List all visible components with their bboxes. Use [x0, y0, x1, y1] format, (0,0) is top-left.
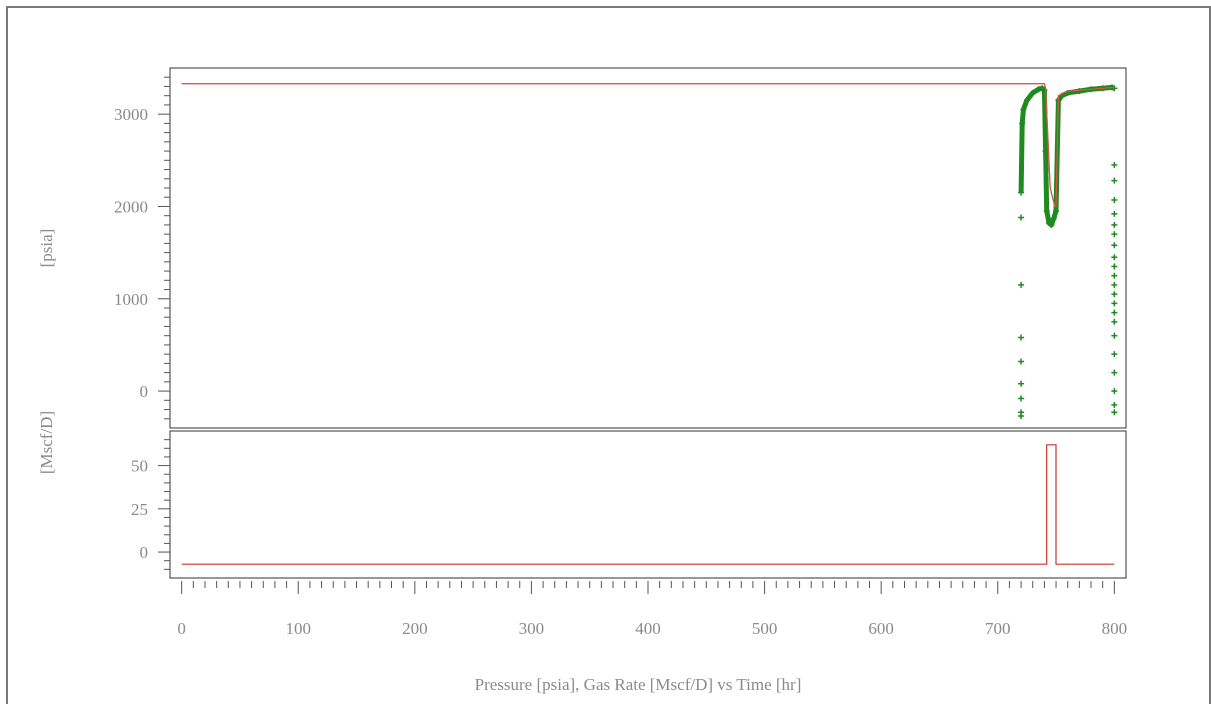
x-tick-label: 200 [402, 619, 428, 638]
panel-0-ytick-label: 3000 [114, 105, 148, 124]
panel-0-marker [1111, 272, 1118, 279]
panel-0-series-layer [181, 83, 1118, 419]
panel-0-marker [1111, 309, 1118, 316]
panel-1-border [169, 430, 1127, 579]
panel-1-ytick-label: 25 [131, 500, 148, 519]
x-tick-label: 500 [752, 619, 778, 638]
panel-1-series-layer [181, 444, 1115, 565]
x-tick-label: 100 [285, 619, 311, 638]
panel-0-marker [1018, 281, 1025, 288]
panel-0-marker [1018, 380, 1025, 387]
panel-0-marker [1111, 369, 1118, 376]
panel-0-marker [1111, 281, 1118, 288]
panel-0-marker [1111, 388, 1118, 395]
x-tick-label: 800 [1102, 619, 1128, 638]
panel-0-marker [1111, 221, 1118, 228]
panel-0-marker [1111, 197, 1118, 203]
panel-0-marker [1018, 214, 1025, 221]
panel-1-ylabel: [Mscf/D] [37, 411, 56, 474]
panel-0-ylabel: [psia] [37, 229, 56, 268]
panel-0-border [169, 67, 1127, 429]
panel-0-marker [1111, 291, 1118, 298]
panel-0-marker [1018, 409, 1025, 416]
panel-0-marker [1111, 263, 1118, 270]
panel-0-marker [1111, 401, 1118, 408]
panel-0-marker [1111, 177, 1118, 184]
panel-0-marker [1111, 409, 1118, 416]
x-tick-label: 700 [985, 619, 1011, 638]
x-tick-label: 400 [635, 619, 661, 638]
panel-0-marker [1111, 242, 1118, 249]
panel-0-marker [1111, 300, 1118, 307]
x-tick-label: 0 [177, 619, 186, 638]
panel-0-ytick-label: 0 [140, 382, 149, 401]
panel-0-marker [1111, 318, 1118, 325]
panel-0-marker [1111, 231, 1118, 238]
x-tick-label: 300 [519, 619, 545, 638]
panel-0-series-0-line-overlay [181, 83, 1115, 208]
panel-0-marker [1111, 351, 1118, 358]
panel-0-ytick-label: 2000 [114, 197, 148, 216]
panel-0-marker [1018, 395, 1025, 402]
panel-1-ytick-label: 0 [140, 543, 149, 562]
panel-0-marker [1111, 210, 1118, 217]
panel-0-series-1-trace [1018, 84, 1116, 228]
chart-frame [6, 6, 1211, 704]
x-tick-label: 600 [868, 619, 894, 638]
panel-1-ytick-label: 50 [131, 457, 148, 476]
chart-title: Pressure [psia], Gas Rate [Mscf/D] vs Ti… [475, 675, 802, 694]
panel-0-marker [1111, 254, 1118, 261]
panel-0-marker [1111, 332, 1118, 339]
panel-0-marker [1111, 161, 1118, 168]
panel-0-marker [1018, 358, 1025, 365]
panel-0-ytick-label: 1000 [114, 290, 148, 309]
panel-1-series-0-line [181, 444, 1115, 565]
panel-0-series-0-line [181, 83, 1115, 208]
panel-0-marker [1018, 334, 1025, 341]
